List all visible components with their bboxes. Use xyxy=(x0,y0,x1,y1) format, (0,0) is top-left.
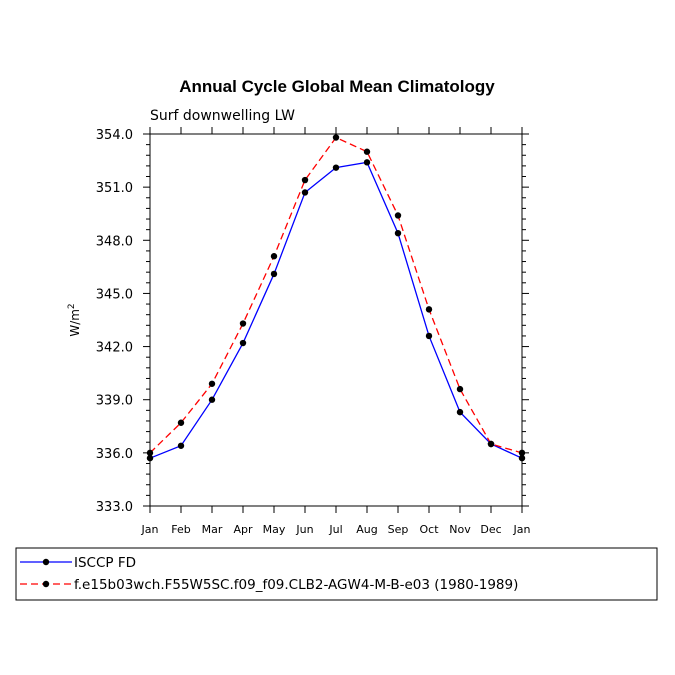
data-point-isccp xyxy=(425,332,433,340)
chart-title: Annual Cycle Global Mean Climatology xyxy=(179,77,495,96)
data-point-isccp xyxy=(208,396,216,403)
x-tick-labels: Jan Feb Mar Apr May Jun Jul Aug Sep Oct Nov Dec Jan xyxy=(141,523,531,536)
legend-label-model: f.e15b03wch.F55W5SC.f09_f09.CLB2-AGW4-M-… xyxy=(74,577,518,593)
y-tick-label: 333.0 xyxy=(96,500,133,515)
y-tick-label: 336.0 xyxy=(96,447,133,462)
x-tick-label: Jan xyxy=(141,523,159,536)
y-tick-label: 342.0 xyxy=(96,341,133,356)
y-tick-label: 345.0 xyxy=(96,287,133,302)
y-tick-label: 348.0 xyxy=(96,234,133,249)
legend-marker-model xyxy=(42,580,50,588)
data-point-model xyxy=(456,385,464,393)
data-point-isccp xyxy=(456,408,464,416)
y-axis-label-unit: W/m xyxy=(68,309,82,337)
x-tick-label: Jan xyxy=(513,523,531,536)
x-tick-label: Dec xyxy=(480,523,501,536)
data-point-isccp xyxy=(239,339,247,347)
data-point-model xyxy=(487,440,495,448)
data-point-isccp xyxy=(270,270,278,278)
x-tick-label: Feb xyxy=(171,523,190,536)
x-tick-label: Jun xyxy=(295,523,313,536)
data-point-model xyxy=(177,419,185,426)
data-point-model xyxy=(208,380,216,387)
y-tick-labels: 333.0 336.0 339.0 342.0 345.0 348.0 351.0 354.0 xyxy=(96,128,133,515)
data-point-model xyxy=(332,134,340,141)
data-point-model xyxy=(270,253,278,260)
x-tick-label: Nov xyxy=(449,523,471,536)
legend-label-isccp: ISCCP FD xyxy=(74,555,136,571)
y-axis-label: W/m2 xyxy=(67,303,82,336)
data-series xyxy=(146,134,526,462)
x-tick-label: May xyxy=(263,523,286,536)
y-axis-label-superscript: 2 xyxy=(67,303,77,309)
data-point-model xyxy=(394,212,402,219)
y-tick-label: 351.0 xyxy=(96,181,133,196)
x-tick-label: Jul xyxy=(328,523,342,536)
chart-subtitle: Surf downwelling LW xyxy=(150,108,295,124)
y-tick-label: 339.0 xyxy=(96,394,133,409)
data-point-isccp xyxy=(301,189,309,196)
data-point-model xyxy=(239,320,247,327)
data-point-model xyxy=(301,176,309,184)
plot-frame xyxy=(149,133,523,507)
legend-marker-isccp xyxy=(42,558,50,566)
data-point-isccp xyxy=(394,230,402,237)
x-tick-label: Aug xyxy=(356,523,377,536)
data-point-model xyxy=(425,306,433,313)
y-tick-label: 354.0 xyxy=(96,128,133,143)
x-tick-label: Apr xyxy=(233,523,253,536)
data-point-isccp xyxy=(332,164,340,171)
data-point-model xyxy=(363,148,371,155)
x-tick-label: Mar xyxy=(202,523,223,536)
data-point-isccp xyxy=(363,159,371,166)
x-tick-label: Sep xyxy=(388,523,409,536)
legend-box xyxy=(15,547,658,601)
legend: ISCCP FD f.e15b03wch.F55W5SC.f09_f09.CLB… xyxy=(15,547,658,601)
data-point-isccp xyxy=(177,442,185,449)
axis-ticks xyxy=(143,127,529,513)
x-tick-label: Oct xyxy=(419,523,439,536)
